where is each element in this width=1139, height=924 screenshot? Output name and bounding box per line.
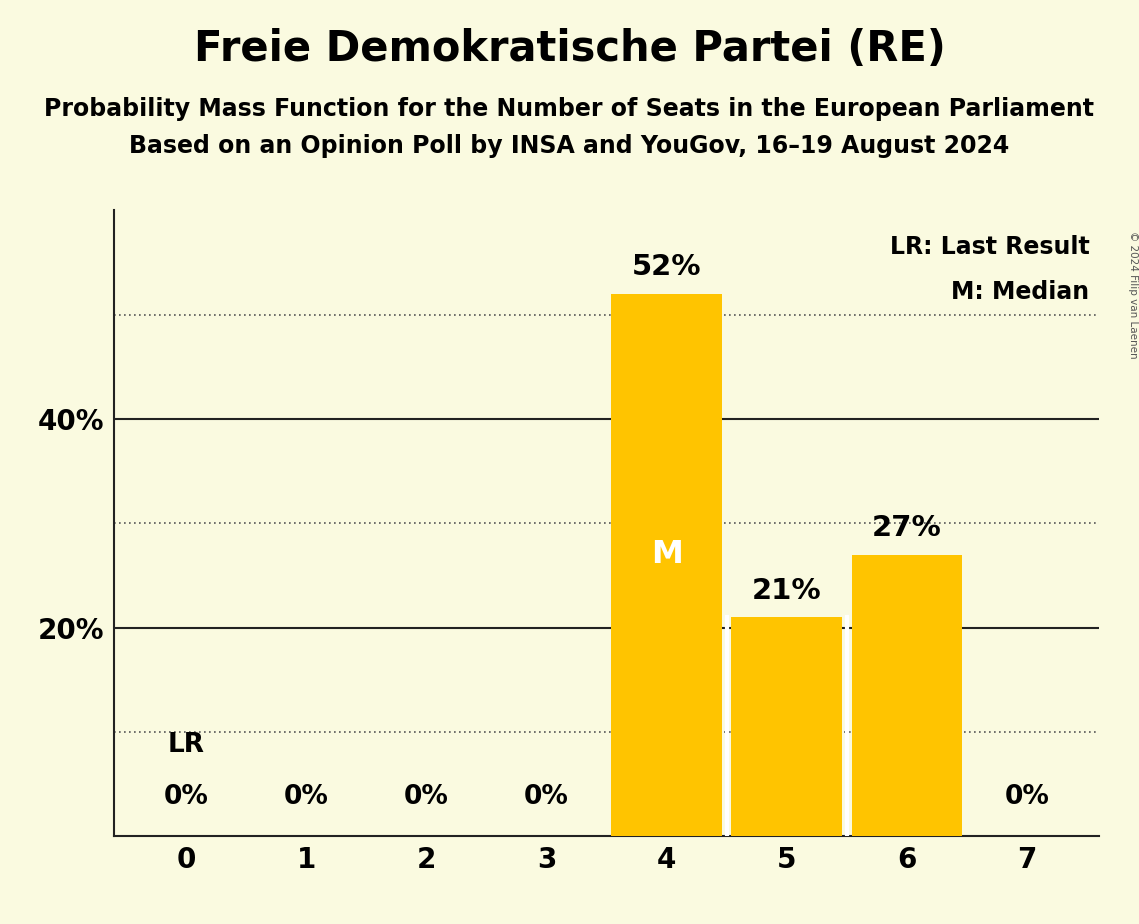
Text: 0%: 0% [404,784,449,810]
Text: M: Median: M: Median [951,280,1089,304]
Text: © 2024 Filip van Laenen: © 2024 Filip van Laenen [1129,231,1138,359]
Text: 27%: 27% [872,514,942,542]
Bar [612,294,722,836]
Text: LR: Last Result: LR: Last Result [890,235,1089,259]
Text: 0%: 0% [164,784,208,810]
Bar [852,554,962,836]
Text: 0%: 0% [1005,784,1049,810]
Text: Freie Demokratische Partei (RE): Freie Demokratische Partei (RE) [194,28,945,69]
Text: 21%: 21% [752,577,821,604]
Text: Probability Mass Function for the Number of Seats in the European Parliament: Probability Mass Function for the Number… [44,97,1095,121]
Text: Based on an Opinion Poll by INSA and YouGov, 16–19 August 2024: Based on an Opinion Poll by INSA and You… [130,134,1009,158]
Text: M: M [650,539,682,570]
Text: LR: LR [167,732,205,758]
Text: 52%: 52% [632,253,702,281]
Text: 0%: 0% [284,784,328,810]
Text: 0%: 0% [524,784,568,810]
Bar [731,617,842,836]
